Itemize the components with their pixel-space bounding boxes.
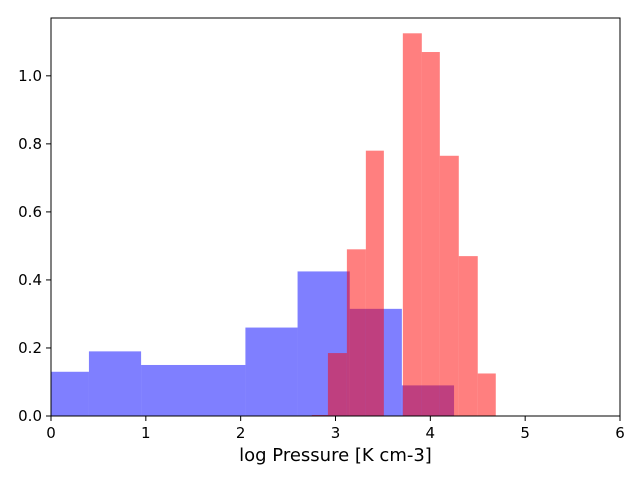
bar-series-2-bin-3 bbox=[346, 249, 366, 416]
y-tick-label: 0.8 bbox=[18, 135, 42, 153]
bar-series-2-bin-8 bbox=[439, 155, 459, 416]
y-tick-label: 0.6 bbox=[18, 203, 42, 221]
bar-series-2-bin-2 bbox=[327, 353, 347, 416]
bar-series-1-bin-2 bbox=[88, 351, 142, 416]
x-tick-label: 1 bbox=[141, 424, 151, 442]
bar-series-2-bin-10 bbox=[477, 373, 496, 416]
bar-series-2-bin-4 bbox=[365, 150, 384, 416]
y-tick-label: 0.4 bbox=[18, 271, 42, 289]
axes: 0 1 2 3 4 5 6 0.0 0.2 0.4 0.6 0.8 1.0 bbox=[18, 17, 625, 442]
x-tick-label: 4 bbox=[426, 424, 436, 442]
x-axis-label: log Pressure [K cm-3] bbox=[239, 445, 432, 466]
bar-series-1-bin-1 bbox=[51, 371, 89, 416]
bar-series-1-bin-3 bbox=[141, 364, 246, 416]
x-tick-label: 5 bbox=[520, 424, 530, 442]
bar-series-2-bin-9 bbox=[458, 256, 478, 416]
x-tick-label: 0 bbox=[46, 424, 56, 442]
bar-series-2-bin-7 bbox=[421, 52, 440, 417]
y-tick-label: 0.0 bbox=[18, 407, 42, 425]
bar-series-2-bin-6 bbox=[402, 33, 422, 417]
y-tick-label: 1.0 bbox=[18, 67, 42, 85]
y-tick-label: 0.2 bbox=[18, 339, 42, 357]
bar-series-1-bin-4 bbox=[245, 327, 298, 416]
x-tick-label: 2 bbox=[236, 424, 246, 442]
x-tick-label: 6 bbox=[615, 424, 625, 442]
bar-series-2-bin-1 bbox=[311, 414, 328, 416]
x-tick-label: 3 bbox=[331, 424, 341, 442]
histogram-bars bbox=[51, 33, 496, 417]
